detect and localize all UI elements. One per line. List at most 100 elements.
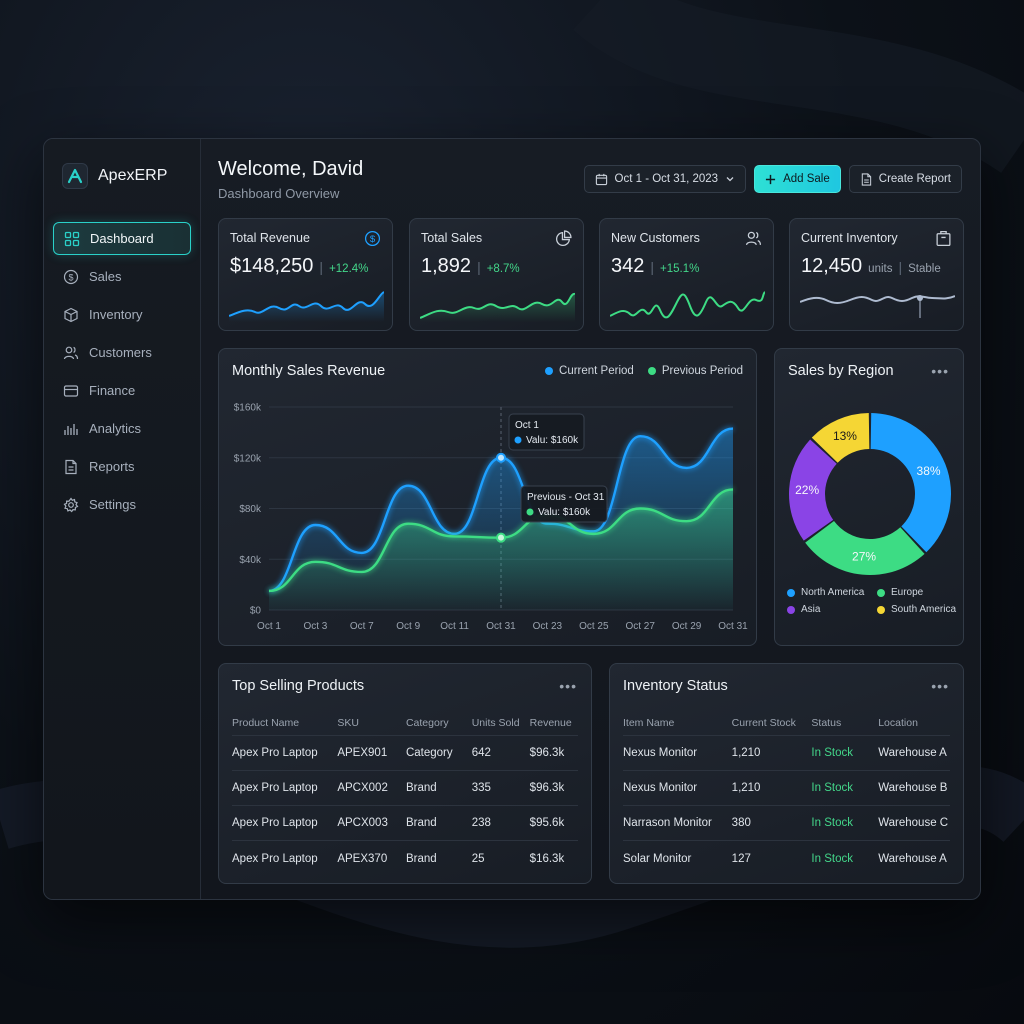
x-tick-label: Oct 11 xyxy=(440,621,469,632)
users-icon xyxy=(63,346,79,359)
cell: 25 xyxy=(471,852,485,865)
sidebar-item-finance[interactable]: Finance xyxy=(53,374,191,407)
kpi-card-total-revenue[interactable]: Total Revenue $ $148,250 | +12.4% xyxy=(218,218,393,331)
table-row[interactable]: Apex Pro Laptop APCX002 Brand 335 $96.3k xyxy=(232,771,578,806)
sidebar: ApexERP Dashboard $ Sales Inventory Cust… xyxy=(44,139,201,899)
y-tick-label: $0 xyxy=(250,606,262,617)
cell: Nexus Monitor xyxy=(623,747,698,759)
top-products-table: Product Name SKU Category Units Sold Rev… xyxy=(232,710,578,876)
inventory-table: Item Name Current Stock Status Location … xyxy=(623,710,950,876)
y-tick-label: $80k xyxy=(239,504,262,515)
table-row[interactable]: Narrason Monitor 380 In Stock Warehouse … xyxy=(623,806,950,841)
page-subtitle: Dashboard Overview xyxy=(218,186,340,201)
status-badge: In Stock xyxy=(811,747,853,759)
grid-icon xyxy=(64,231,80,246)
chevron-down-icon xyxy=(726,177,734,182)
inventory-title: Inventory Status xyxy=(623,678,728,694)
bag-icon xyxy=(936,230,951,247)
donut-slice[interactable] xyxy=(870,413,951,553)
kpi-change: +8.7% xyxy=(486,263,520,275)
dollar-circle-icon: $ xyxy=(364,230,381,247)
sidebar-item-analytics[interactable]: Analytics xyxy=(53,412,191,445)
cell: Brand xyxy=(405,852,437,865)
table-row[interactable]: Apex Pro Laptop APEX370 Brand 25 $16.3k xyxy=(232,841,578,876)
sales-by-region-card: Sales by Region ••• 38% 27% 22% 13% North A… xyxy=(774,348,964,646)
cell: 1,210 xyxy=(731,782,761,794)
create-report-button[interactable]: Create Report xyxy=(848,165,962,193)
sales-sparkline xyxy=(420,292,575,322)
page-title: Welcome, David xyxy=(218,158,364,180)
more-options-icon[interactable]: ••• xyxy=(559,678,577,694)
apex-logo-icon xyxy=(62,163,88,189)
sidebar-item-reports[interactable]: Reports xyxy=(53,450,191,483)
cell: 380 xyxy=(731,817,751,829)
cell: APCX002 xyxy=(337,782,388,794)
y-tick-label: $40k xyxy=(239,555,262,566)
table-header: Item Name Current Stock Status Location xyxy=(623,710,950,736)
cell: Apex Pro Laptop xyxy=(232,782,318,794)
sidebar-item-sales[interactable]: $ Sales xyxy=(53,260,191,293)
chart-legend: Current Period Previous Period xyxy=(545,365,743,377)
sidebar-item-label: Finance xyxy=(89,383,136,398)
kpi-card-current-inventory[interactable]: Current Inventory 12,450 units | Stable xyxy=(789,218,964,331)
table-row[interactable]: Nexus Monitor 1,210 In Stock Warehouse B xyxy=(623,771,950,806)
region-donut-chart[interactable]: 38% 27% 22% 13% xyxy=(775,389,964,619)
table-row[interactable]: Apex Pro Laptop APEX901 Category 642 $96… xyxy=(232,736,578,771)
x-tick-label: Oct 23 xyxy=(533,621,563,632)
kpi-change: +15.1% xyxy=(660,263,700,275)
pie-icon xyxy=(556,230,572,246)
column-header[interactable]: Location xyxy=(878,716,918,729)
donut-slice[interactable] xyxy=(789,439,837,541)
date-range-label: Oct 1 - Oct 31, 2023 xyxy=(614,173,719,185)
sidebar-item-dashboard[interactable]: Dashboard xyxy=(53,222,191,255)
more-options-icon[interactable]: ••• xyxy=(931,678,949,694)
column-header[interactable]: Product Name xyxy=(232,716,300,729)
tooltip-value: Valu: $160k xyxy=(526,435,579,446)
dollar-circle-icon: $ xyxy=(63,269,79,284)
kpi-card-total-sales[interactable]: Total Sales 1,892 | +8.7% xyxy=(409,218,584,331)
column-header[interactable]: Status xyxy=(811,716,842,729)
kpi-title: Total Revenue xyxy=(230,231,310,245)
sidebar-item-settings[interactable]: Settings xyxy=(53,488,191,521)
status-badge: In Stock xyxy=(811,782,853,794)
toolbar: Oct 1 - Oct 31, 2023 Add Sale Create Rep… xyxy=(583,165,962,193)
column-header[interactable]: Category xyxy=(405,716,449,729)
date-range-picker[interactable]: Oct 1 - Oct 31, 2023 xyxy=(583,165,747,193)
plus-icon xyxy=(765,174,776,184)
series-area xyxy=(269,489,733,610)
cell: 238 xyxy=(471,817,491,829)
column-header[interactable]: Revenue xyxy=(529,716,572,729)
more-options-icon[interactable]: ••• xyxy=(931,363,949,379)
cell: Brand xyxy=(405,782,437,794)
kpi-value: 12,450 xyxy=(801,255,863,277)
add-sale-button[interactable]: Add Sale xyxy=(754,165,841,193)
tooltip-box xyxy=(520,485,608,523)
brand[interactable]: ApexERP xyxy=(62,163,167,189)
svg-text:$: $ xyxy=(68,272,73,282)
sidebar-nav: Dashboard $ Sales Inventory Customers Fi… xyxy=(53,222,191,526)
sidebar-item-customers[interactable]: Customers xyxy=(53,336,191,369)
cell: Warehouse A xyxy=(878,747,947,759)
column-header[interactable]: Current Stock xyxy=(731,716,796,729)
tooltip-title: Previous - Oct 31 xyxy=(527,492,605,503)
monthly-sales-chart[interactable]: $0 $40k $80k $120k $160k Oct 1 Oct 3 Oct 7 Oct 9… xyxy=(219,349,757,646)
donut-slice[interactable] xyxy=(811,413,870,463)
table-row[interactable]: Nexus Monitor 1,210 In Stock Warehouse A xyxy=(623,736,950,771)
column-header[interactable]: Units Sold xyxy=(471,716,520,729)
donut-slice-label: 22% xyxy=(795,483,819,497)
table-row[interactable]: Apex Pro Laptop APCX003 Brand 238 $95.6k xyxy=(232,806,578,841)
cell: 335 xyxy=(471,782,491,794)
column-header[interactable]: SKU xyxy=(337,716,359,729)
customers-sparkline xyxy=(610,291,765,319)
donut-slice[interactable] xyxy=(805,520,925,575)
region-legend-item: Europe xyxy=(877,587,963,598)
users-icon xyxy=(745,231,762,246)
kpi-card-new-customers[interactable]: New Customers 342 | +15.1% xyxy=(599,218,774,331)
column-header[interactable]: Item Name xyxy=(623,716,675,729)
region-legend-label: Europe xyxy=(891,587,924,598)
sidebar-item-inventory[interactable]: Inventory xyxy=(53,298,191,331)
cell: Warehouse A xyxy=(878,852,947,865)
y-tick-label: $160k xyxy=(234,403,262,414)
table-row[interactable]: Solar Monitor 127 In Stock Warehouse A xyxy=(623,841,950,876)
tooltip-dot xyxy=(514,436,522,444)
